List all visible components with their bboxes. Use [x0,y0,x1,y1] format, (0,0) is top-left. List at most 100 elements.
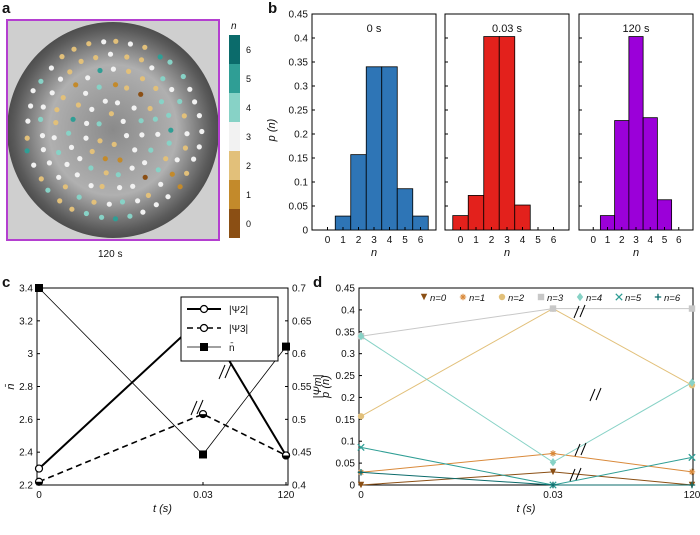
legend-label: n=1 [469,293,485,304]
y-tick-label-right: 0.4 [292,481,306,492]
y-tick-label: 0.2 [294,130,308,141]
particle [73,82,79,88]
particle [64,161,70,167]
x-tick-label: 4 [647,235,653,246]
y-tick-label: 0.2 [341,393,355,404]
particle [99,214,105,220]
bar-n2 [350,154,367,231]
bar-n2 [614,120,630,231]
particle [149,65,155,71]
x-tick-label: 0.03 [193,490,213,501]
y-tick-label-right: 0.45 [292,448,312,459]
marker-n=6 [688,481,696,489]
marker-n=5 [688,453,696,462]
y-tick-label: 0 [349,481,355,492]
particle [117,185,123,191]
particle [196,144,202,150]
marker-n=3 [549,305,557,312]
particle [99,183,105,190]
particle [127,213,133,219]
y-tick-label: 0.45 [289,10,309,21]
particle [49,90,55,96]
particle [84,120,90,126]
particle [120,118,126,124]
particle [184,131,190,137]
particle [199,128,205,135]
particle [119,199,126,205]
particle [68,144,75,150]
colorbar-segment [229,151,240,180]
particle [78,58,84,64]
axis-break-mark [589,388,596,402]
bar-n2 [483,36,500,231]
legend-marker [199,304,209,314]
particle [113,38,119,44]
particle [74,172,80,178]
particle [114,100,121,106]
particle [39,133,46,139]
particle [153,85,159,91]
particle [184,170,190,176]
y-tick-label: 0.35 [336,327,356,338]
particle [131,105,137,111]
panel-letter-c: c [2,274,10,291]
x-axis-label: n [371,247,377,259]
particle [91,199,97,205]
bar-n5 [656,199,673,231]
legend-label: n=5 [625,293,642,304]
x-tick-label: 6 [418,235,424,246]
bar-n4 [381,66,398,231]
x-axis-label: t (s) [517,503,536,515]
particle [153,202,159,208]
particle [148,147,154,153]
panel-letter-d: d [313,274,322,291]
series-line-1 [38,413,287,483]
particle [165,194,171,200]
particle [56,174,62,180]
particle [155,131,161,137]
axis-break-mark [579,304,586,318]
bar-n3 [365,66,383,231]
particle [158,99,165,105]
particle [77,156,83,162]
y-tick-label-left: 2.8 [19,382,33,393]
particle [140,209,146,215]
x-axis-label: n [504,247,510,259]
particle [40,147,47,153]
x-axis-label: n [633,247,639,259]
particle [160,76,166,82]
legend-marker-n=1 [459,293,467,301]
panel-c: 2.2 2.4 2.6 2.8 3 3.2 3.4 0.4 0.45 0.5 0.55 0.6 0.65… [4,284,324,516]
x-tick-label: 120 [684,490,700,501]
particle [67,69,73,75]
particle [88,183,94,189]
particle [96,84,102,90]
particle [102,98,108,104]
particle [163,156,169,162]
marker-circle [34,464,44,473]
particle [30,88,36,94]
marker-n=3 [688,305,696,312]
bar-n3 [498,36,516,231]
x-tick-label: 5 [662,235,668,246]
particle [40,104,46,110]
y-axis-label-right: |Ψm| [312,374,324,398]
particle [31,162,37,168]
particle [196,113,202,119]
x-tick-label: 6 [551,235,557,246]
particle [102,156,108,162]
marker-n=1 [688,468,696,476]
series-line-n=1 [360,452,693,473]
particle [127,41,133,47]
axis-break-mark [569,468,576,482]
particle [71,46,77,52]
particle [45,187,51,193]
colorbar-segment [229,93,240,122]
y-tick-label-right: 0.5 [292,415,306,426]
particle [112,82,119,88]
particle [124,54,130,60]
legend-label: n=3 [547,293,564,304]
x-tick-label: 0 [325,235,331,246]
particle [111,141,117,147]
